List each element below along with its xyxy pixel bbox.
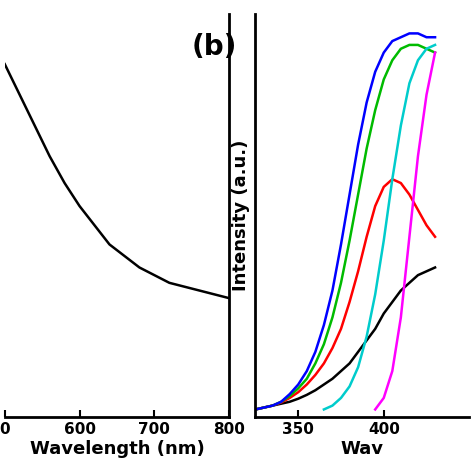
Y-axis label: Intensity (a.u.): Intensity (a.u.) bbox=[232, 140, 250, 292]
Text: (b): (b) bbox=[191, 33, 237, 61]
X-axis label: Wav: Wav bbox=[341, 440, 384, 458]
X-axis label: Wavelength (nm): Wavelength (nm) bbox=[29, 440, 204, 458]
